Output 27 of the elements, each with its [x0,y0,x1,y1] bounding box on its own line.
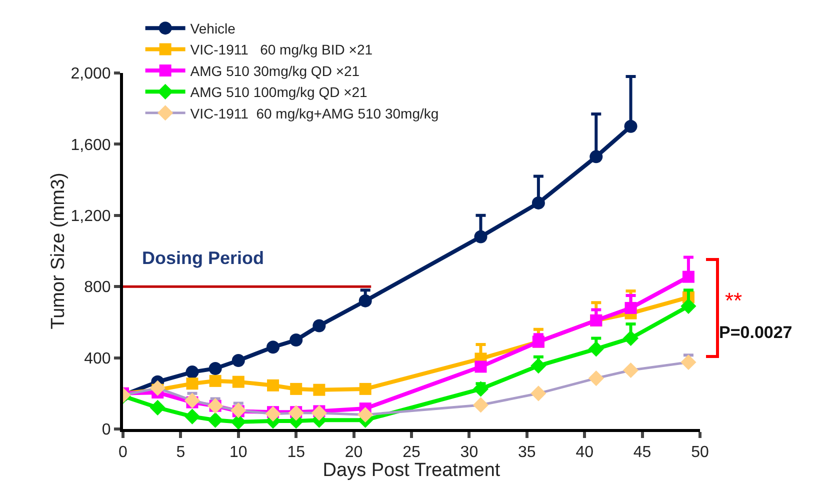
x-tick-label: 50 [691,444,709,462]
y-tick-label: 0 [102,422,111,439]
x-tick-label: 5 [176,444,186,462]
x-tick-label: 20 [344,444,363,462]
x-tick-label: 25 [402,444,420,462]
y-tick-label: 1,200 [70,208,111,225]
y-axis-title: Tumor Size (mm3) [48,172,69,330]
legend-label: VIC-1911 60 mg/kg+AMG 510 30mg/kg [190,105,439,122]
x-tick-label: 10 [230,444,248,462]
x-tick-label: 0 [118,444,128,462]
x-axis-title: Days Post Treatment [322,460,501,481]
x-tick-label: 45 [633,444,652,462]
legend-label: VIC-1911 60 mg/kg BID ×21 [190,42,373,58]
x-tick-label: 15 [287,444,306,462]
x-tick-label: 30 [460,444,478,462]
x-tick-label: 35 [518,444,536,462]
legend-label: Vehicle [190,20,236,37]
x-tick-label: 40 [576,444,594,462]
text: ** [725,288,743,313]
y-tick-label: 400 [84,350,111,368]
text: P=0.0027 [719,323,792,342]
annotation: Dosing Period [142,248,264,268]
y-tick-label: 800 [84,279,111,296]
legend-label: AMG 510 30mg/kg QD ×21 [190,62,360,79]
y-tick-label: 2,000 [70,66,111,83]
y-tick-label: 1,600 [70,136,111,154]
legend-label: AMG 510 100mg/kg QD ×21 [190,84,368,100]
